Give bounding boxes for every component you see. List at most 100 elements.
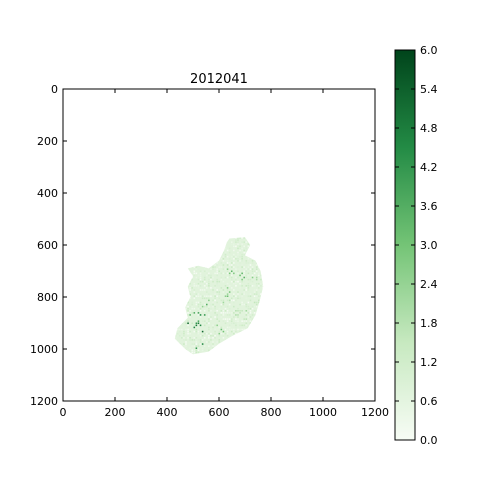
heatmap-cell [258, 274, 260, 277]
heatmap-cell [187, 314, 189, 316]
heatmap-cell [199, 334, 202, 337]
heatmap-cell [208, 341, 210, 343]
heatmap-cell [245, 241, 248, 243]
heatmap-cell [210, 303, 212, 306]
heatmap-cell [203, 307, 206, 310]
heatmap-cell [195, 268, 198, 270]
heatmap-cell [260, 293, 262, 295]
colorbar-tick-label: 0.0 [420, 434, 438, 447]
heatmap-cell [206, 316, 208, 318]
heatmap-cell [183, 343, 185, 345]
heatmap-cell [191, 307, 193, 310]
heatmap-cell [230, 297, 233, 300]
heatmap-cell [228, 314, 231, 316]
heatmap-cell [218, 322, 221, 325]
heatmap-cell [230, 330, 233, 333]
heatmap-cell [230, 278, 233, 281]
heatmap-cell [216, 301, 218, 304]
heatmap-cell [255, 282, 258, 285]
heatmap-cell [243, 270, 245, 273]
heatmap-cell [258, 282, 260, 285]
heatmap-cell [228, 272, 231, 275]
heatmap-cell [228, 270, 231, 273]
heatmap-cell [216, 314, 218, 316]
heatmap-cell [199, 341, 202, 343]
heatmap-cell [206, 303, 208, 306]
heatmap-cell [203, 324, 206, 327]
heatmap-cell [247, 278, 250, 281]
heatmap-cell [260, 285, 262, 287]
heatmap-cell [251, 260, 254, 262]
heatmap-cell [224, 245, 227, 248]
heatmap-cell [222, 318, 225, 320]
heatmap-cell [243, 272, 245, 275]
heatmap-cell [222, 337, 225, 339]
heatmap-cell [245, 276, 248, 279]
heatmap-cell [195, 285, 198, 287]
heatmap-cell [237, 297, 239, 300]
heatmap-cell [224, 307, 227, 310]
colorbar-tick-label: 6.0 [420, 44, 438, 57]
heatmap-cell [195, 293, 198, 295]
heatmap-cell [216, 295, 218, 297]
heatmap-cell [253, 289, 256, 291]
heatmap-cell [197, 320, 200, 322]
heatmap-cell [249, 268, 252, 270]
heatmap-cell [208, 310, 210, 312]
heatmap-cell [237, 251, 239, 254]
heatmap-cell [216, 262, 218, 264]
heatmap-cell [243, 289, 245, 291]
heatmap-cell [251, 293, 254, 295]
heatmap-cell [237, 258, 239, 260]
heatmap-cell [197, 312, 200, 314]
heatmap-cell [206, 282, 208, 285]
y-tick-label: 0 [51, 83, 58, 96]
heatmap-cell [201, 280, 204, 283]
x-tick-label: 1000 [309, 406, 337, 419]
heatmap-cell [212, 343, 214, 345]
heatmap-cell [230, 318, 233, 320]
heatmap-cell [237, 318, 239, 320]
heatmap-cell [253, 291, 256, 293]
heatmap-cell [216, 341, 218, 343]
heatmap-cell [208, 307, 210, 310]
heatmap-cell [235, 272, 237, 275]
heatmap-cell [197, 285, 200, 287]
heatmap-cell [224, 260, 227, 262]
heatmap-cell [230, 264, 233, 266]
heatmap-cell [251, 307, 254, 310]
heatmap-cell [195, 328, 198, 331]
heatmap-cell [189, 337, 191, 339]
colorbar: 0.0 0.6 1.2 1.8 2.4 3.0 3.6 4.2 4.8 5.4 6.0 [394, 44, 438, 447]
heatmap-cell [187, 330, 189, 333]
heatmap-cell [241, 328, 243, 331]
heatmap-cell [253, 293, 256, 295]
heatmap-cell [214, 287, 216, 289]
heatmap-cell [247, 266, 250, 268]
x-tick-label: 800 [261, 406, 282, 419]
heatmap-cell [218, 341, 221, 343]
heatmap-cell [189, 330, 191, 333]
heatmap-cell [241, 295, 243, 297]
heatmap-cell [206, 297, 208, 300]
heatmap-cell [237, 247, 239, 250]
heatmap-cell [208, 318, 210, 320]
heatmap-cell [195, 341, 198, 343]
heatmap-cell [214, 337, 216, 339]
heatmap-cell [239, 247, 241, 250]
heatmap-cell [195, 339, 198, 341]
heatmap-cell [224, 247, 227, 250]
heatmap-cell [197, 349, 200, 352]
heatmap-cell [253, 270, 256, 273]
heatmap-cell [216, 324, 218, 327]
heatmap-cell [222, 301, 225, 304]
heatmap-cell [185, 345, 187, 347]
heatmap-cell [191, 301, 193, 304]
heatmap-cell [220, 258, 223, 260]
heatmap-cell [216, 272, 218, 275]
heatmap-cell [228, 316, 231, 318]
heatmap-cell [216, 318, 218, 320]
heatmap-cell [222, 314, 225, 316]
heatmap-cell [222, 272, 225, 275]
heatmap-cell [245, 245, 248, 248]
